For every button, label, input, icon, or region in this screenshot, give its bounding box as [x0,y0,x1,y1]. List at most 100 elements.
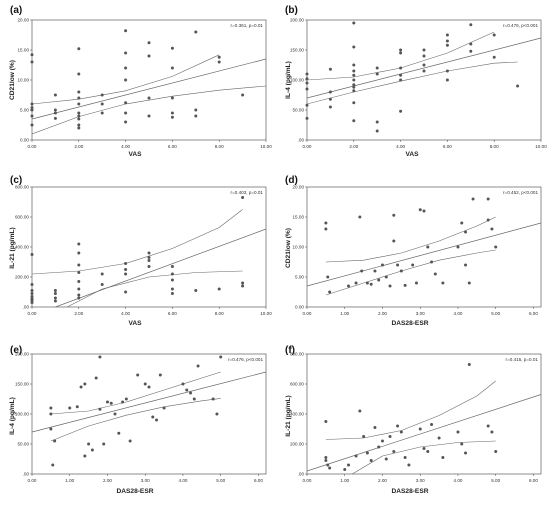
data-point [30,253,34,256]
x-tick-label: 1.00 [340,311,349,316]
data-point [422,54,426,58]
data-point [181,382,185,386]
data-point [464,230,468,234]
panel-label: (a) [10,5,22,16]
data-point [422,69,426,73]
y-tick-label: 800.00 [290,352,304,357]
x-tick-label: 1.00 [340,478,349,483]
data-point [352,21,356,25]
x-tick-label: 2.00 [103,478,112,483]
data-point [422,209,426,213]
y-tick-label: 0.00 [295,305,304,310]
data-point [384,457,388,461]
data-point [30,106,34,110]
data-point [124,268,128,271]
data-point [215,412,219,416]
x-tick-label: 6.00 [168,311,177,316]
panel-label: (e) [10,345,22,356]
y-tick-label: .00 [298,472,305,477]
x-tick-label: 4.00 [396,144,405,149]
x-tick-label: 10.00 [260,144,272,149]
data-point [418,208,422,212]
data-point [77,251,81,255]
ci-lower-line [352,440,496,474]
data-point [469,23,473,27]
data-point [377,445,381,449]
x-tick-label: 6.00 [529,478,538,483]
data-point [117,431,121,435]
data-point [192,397,196,401]
data-point [30,301,34,304]
data-point [469,42,473,46]
data-point [399,269,403,273]
data-point [445,69,449,73]
data-point [464,263,468,267]
data-point [158,373,162,377]
data-point [352,119,356,123]
data-point [77,271,81,274]
x-axis-label: DAS28-ESR [391,488,428,495]
data-point [352,45,356,49]
x-tick-label: 3.00 [416,311,425,316]
x-tick-label: 10.00 [260,311,272,316]
data-point [305,72,309,76]
y-tick-label: 5.00 [295,275,304,280]
data-point [77,123,81,127]
x-tick-label: 0.00 [303,478,312,483]
y-tick-label: 50.00 [293,108,305,113]
data-point [30,108,34,112]
panel-label: (f) [285,345,295,356]
plot-frame [31,186,267,308]
data-point [30,53,34,57]
data-point [100,93,104,97]
data-point [490,430,494,434]
data-point [326,463,330,467]
y-tick-label: 200.00 [15,275,29,280]
y-tick-label: 100.00 [290,78,304,83]
data-point [403,283,407,287]
y-axis-label: IL-21 (pg/mL) [9,227,16,268]
data-point [77,114,81,118]
data-point [194,108,198,112]
data-point [170,111,174,115]
ci-lower-line [50,398,221,442]
data-point [147,96,151,100]
data-point [492,33,496,37]
data-point [328,67,332,71]
correlation-stat: r=0.415, p=0.01 [506,357,539,362]
data-point [445,33,449,37]
x-tick-label: 3.00 [416,478,425,483]
data-point [358,215,362,219]
x-tick-label: 4.00 [453,478,462,483]
regression-line [307,394,541,472]
data-point [94,376,98,380]
data-point [77,296,81,300]
ci-upper-line [325,216,496,263]
data-point [354,281,358,285]
data-point [352,78,356,82]
y-axis-label: CD21low (%) [285,228,292,268]
data-point [369,459,373,462]
data-point [464,451,468,455]
y-axis-label: CD21low (%) [9,60,16,100]
panel-label: (d) [285,175,298,186]
data-point [128,439,132,443]
data-point [124,51,128,55]
correlation-stat: r=0.403, p=0.01 [231,190,264,195]
y-tick-label: 800.00 [15,185,29,190]
data-point [109,401,113,405]
data-point [124,29,128,33]
data-point [124,272,128,276]
data-point [358,409,362,413]
panel-label: (c) [10,175,22,186]
ci-upper-line [325,380,496,440]
data-point [456,430,460,434]
data-point [53,299,57,303]
data-point [403,456,407,459]
data-point [68,406,72,410]
x-tick-label: 5.00 [216,478,225,483]
data-point [53,289,57,292]
data-point [143,382,147,386]
data-point [219,355,223,359]
data-point [486,424,490,428]
